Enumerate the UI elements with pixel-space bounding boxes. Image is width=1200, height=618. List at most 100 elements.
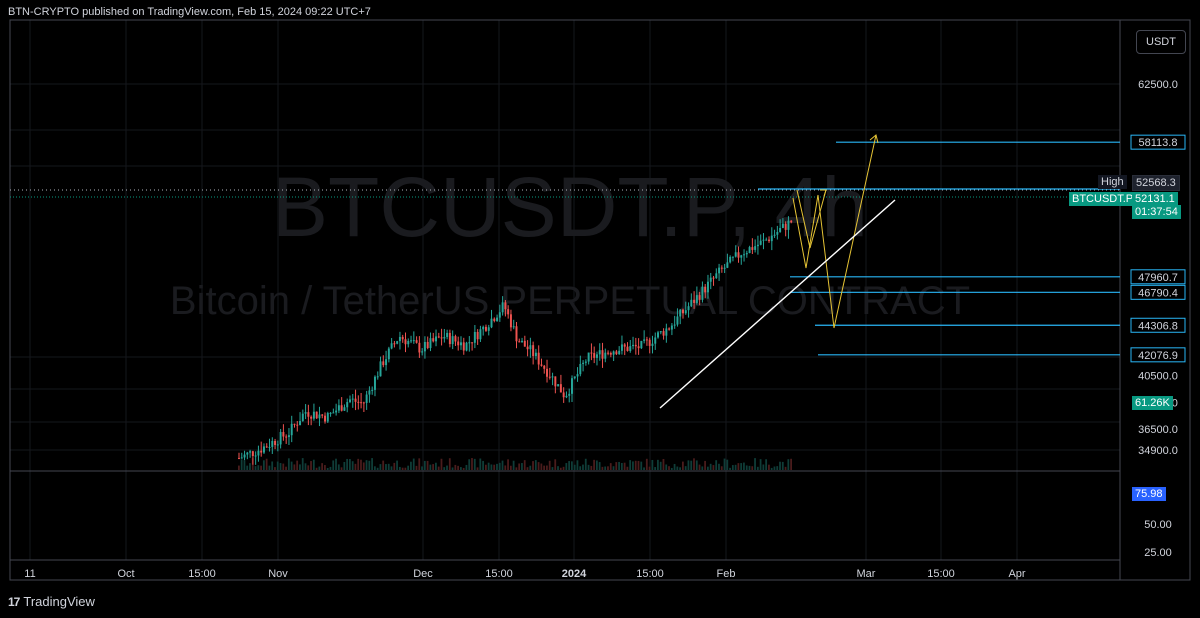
candle-body [670, 325, 673, 330]
candle-body [693, 299, 696, 303]
candle-body [515, 326, 518, 342]
volume-bar [468, 459, 471, 470]
volume-bar [684, 466, 687, 470]
volume-bar [579, 466, 582, 470]
candle-body [396, 341, 399, 344]
volume-bar [368, 460, 371, 470]
candle-body [640, 340, 643, 349]
candle-body [790, 220, 793, 223]
volume-bar [357, 458, 360, 470]
candle-body [559, 384, 562, 393]
volume-bar [712, 465, 715, 470]
candle-body [465, 342, 468, 351]
candle-body [460, 342, 462, 346]
volume-bar [437, 466, 440, 470]
candle-body [648, 339, 651, 346]
candle-body [368, 390, 371, 395]
volume-bar [512, 460, 515, 470]
candle-body [715, 273, 718, 279]
rsi-value-tag: 75.98 [1132, 487, 1166, 501]
volume-bar [609, 463, 612, 470]
candle-body [365, 394, 368, 403]
candle-body [476, 331, 479, 340]
candle-body [662, 331, 665, 336]
candle-body [310, 416, 313, 419]
candle-body [326, 413, 329, 422]
volume-bar [310, 461, 312, 470]
time-tick-label: 2024 [562, 568, 587, 580]
candle-body [720, 267, 723, 269]
volume-bar [726, 459, 729, 470]
volume-bar [634, 460, 637, 470]
volume-bar [554, 459, 557, 470]
volume-bar [568, 461, 570, 470]
currency-button[interactable]: USDT [1136, 30, 1186, 54]
candle-body [496, 317, 499, 322]
volume-bar [593, 459, 595, 470]
volume-bar [748, 465, 751, 470]
volume-bar [509, 465, 512, 470]
candle-body [412, 340, 415, 342]
volume-bar [693, 458, 695, 470]
candle-body [734, 252, 737, 257]
volume-bar [287, 458, 290, 470]
candle-body [249, 451, 252, 453]
candle-body [751, 247, 754, 250]
candle-body [601, 350, 604, 359]
candle-body [301, 413, 304, 422]
candle-body [410, 340, 413, 342]
volume-bar [479, 458, 482, 470]
volume-bar [318, 466, 321, 470]
volume-bar [523, 460, 526, 470]
candle-body [534, 352, 537, 357]
candle-body [590, 352, 593, 354]
level-price-label: 42076.9 [1138, 350, 1178, 362]
volume-bar [398, 466, 401, 470]
candle-body [346, 402, 349, 408]
level-price-tag [1130, 269, 1186, 285]
volume-bar [440, 458, 443, 470]
volume-bar [282, 463, 285, 470]
level-lines: 58113.8 47960.7 46790.4 44306.8 42076.9 [10, 134, 1186, 363]
volume-bar [720, 466, 723, 470]
volume-bar [293, 464, 296, 470]
volume-bar [407, 465, 410, 470]
candle-body [315, 411, 318, 419]
volume-bar [587, 464, 590, 470]
time-axis: 11 Oct 15:00 Nov Dec 15:00 2024 15:00 Feb Mar 15:0… [24, 568, 1026, 580]
candle-body [768, 239, 770, 242]
last-price-value: 52131.1 [1132, 192, 1178, 206]
candle-body [582, 362, 585, 364]
candle-body [473, 331, 476, 343]
candle-body [521, 340, 524, 343]
volume-bar [571, 461, 573, 470]
candle-body [573, 376, 576, 379]
level-price-label: 46790.4 [1138, 287, 1178, 299]
candle-body [401, 336, 404, 340]
candle-body [781, 223, 784, 228]
candle-body [748, 247, 751, 254]
time-tick-label: 15:00 [188, 568, 216, 580]
level-price-label: 44306.8 [1138, 320, 1178, 332]
volume-bar [473, 458, 476, 470]
candle-body [584, 361, 587, 363]
candle-body [257, 450, 260, 456]
candle-body [509, 314, 512, 328]
volume-bar [501, 460, 504, 470]
candle-body [265, 446, 268, 448]
volume-bar [687, 460, 690, 470]
candle-body [287, 435, 290, 438]
candle-body [371, 389, 374, 391]
candle-body [296, 424, 299, 426]
candle-body [479, 329, 482, 340]
price-tick-label: 62500.0 [1138, 79, 1178, 91]
volume-bar [532, 461, 534, 470]
candle-body [454, 336, 457, 342]
candle-body [307, 412, 310, 417]
volume-bar [373, 466, 376, 470]
volume-bar [704, 460, 706, 470]
candle-body [482, 326, 485, 330]
candle-body [321, 414, 324, 416]
volume-bar [410, 461, 412, 470]
volume-bar [765, 459, 768, 470]
